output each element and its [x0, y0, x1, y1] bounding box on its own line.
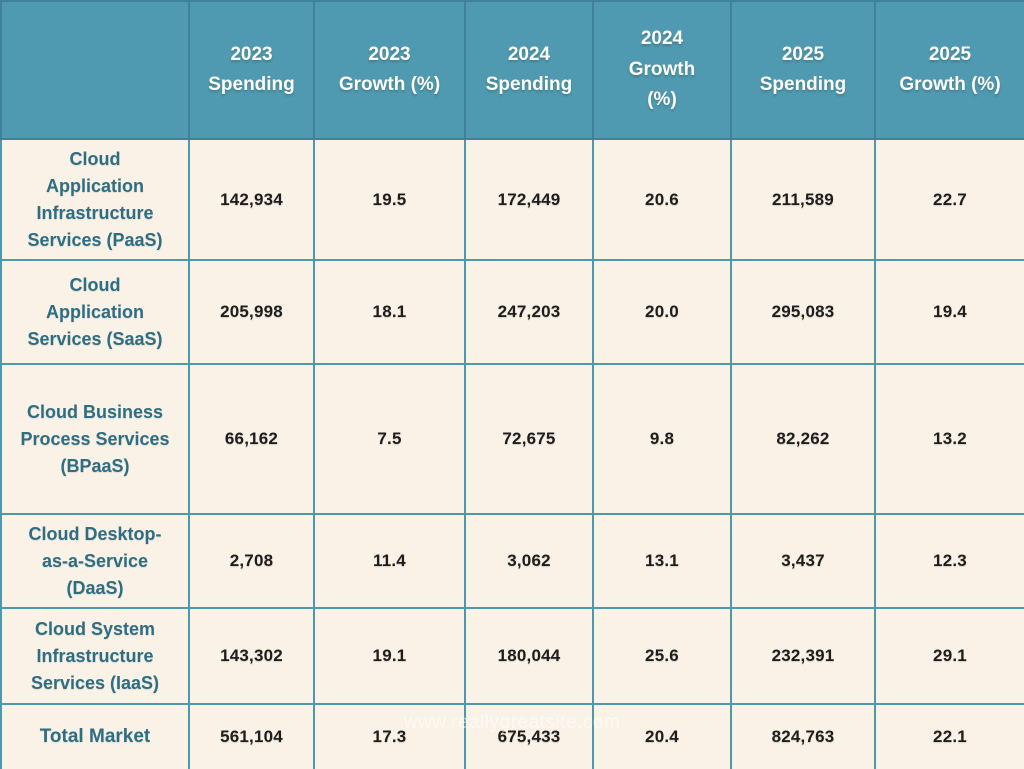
value-cell: 2,708 — [188, 513, 315, 609]
value-cell: 19.5 — [313, 138, 466, 261]
value-cell: 13.1 — [592, 513, 732, 609]
table-row-iaas: Cloud System Infrastructure Services (Ia… — [0, 607, 1024, 705]
corner-cell — [0, 0, 190, 140]
row-label-bpaas: Cloud Business Process Services (BPaaS) — [0, 363, 190, 515]
value-cell: 7.5 — [313, 363, 466, 515]
table-row-paas: Cloud Application Infrastructure Service… — [0, 138, 1024, 261]
value-cell: 3,062 — [464, 513, 594, 609]
value-cell: 22.7 — [874, 138, 1024, 261]
table-row-total-market: Total Market 561,104 17.3 675,433 20.4 8… — [0, 703, 1024, 769]
header-row: 2023 Spending 2023 Growth (%) 2024 Spend… — [0, 0, 1024, 140]
col-header-2023-spending: 2023 Spending — [188, 0, 315, 140]
row-label-paas: Cloud Application Infrastructure Service… — [0, 138, 190, 261]
value-cell: 66,162 — [188, 363, 315, 515]
value-cell: 247,203 — [464, 259, 594, 365]
col-header-2025-growth: 2025 Growth (%) — [874, 0, 1024, 140]
value-cell: 180,044 — [464, 607, 594, 705]
value-cell: 172,449 — [464, 138, 594, 261]
value-cell: 295,083 — [730, 259, 876, 365]
value-cell: 824,763 — [730, 703, 876, 769]
value-cell: 20.0 — [592, 259, 732, 365]
value-cell: 11.4 — [313, 513, 466, 609]
table-row-daas: Cloud Desktop- as-a-Service (DaaS) 2,708… — [0, 513, 1024, 609]
value-cell: 25.6 — [592, 607, 732, 705]
value-cell: 72,675 — [464, 363, 594, 515]
value-cell: 18.1 — [313, 259, 466, 365]
value-cell: 3,437 — [730, 513, 876, 609]
col-header-2023-growth: 2023 Growth (%) — [313, 0, 466, 140]
table-row-bpaas: Cloud Business Process Services (BPaaS) … — [0, 363, 1024, 515]
value-cell: 20.4 — [592, 703, 732, 769]
value-cell: 9.8 — [592, 363, 732, 515]
col-header-2024-growth: 2024 Growth (%) — [592, 0, 732, 140]
row-label-total-market: Total Market — [0, 703, 190, 769]
value-cell: 143,302 — [188, 607, 315, 705]
value-cell: 17.3 — [313, 703, 466, 769]
value-cell: 29.1 — [874, 607, 1024, 705]
row-label-saas: Cloud Application Services (SaaS) — [0, 259, 190, 365]
value-cell: 82,262 — [730, 363, 876, 515]
row-label-iaas: Cloud System Infrastructure Services (Ia… — [0, 607, 190, 705]
value-cell: 211,589 — [730, 138, 876, 261]
value-cell: 12.3 — [874, 513, 1024, 609]
value-cell: 13.2 — [874, 363, 1024, 515]
value-cell: 19.1 — [313, 607, 466, 705]
value-cell: 561,104 — [188, 703, 315, 769]
row-label-daas: Cloud Desktop- as-a-Service (DaaS) — [0, 513, 190, 609]
table-row-saas: Cloud Application Services (SaaS) 205,99… — [0, 259, 1024, 365]
value-cell: 19.4 — [874, 259, 1024, 365]
col-header-2024-spending: 2024 Spending — [464, 0, 594, 140]
value-cell: 205,998 — [188, 259, 315, 365]
value-cell: 232,391 — [730, 607, 876, 705]
value-cell: 20.6 — [592, 138, 732, 261]
col-header-2025-spending: 2025 Spending — [730, 0, 876, 140]
value-cell: 675,433 — [464, 703, 594, 769]
value-cell: 22.1 — [874, 703, 1024, 769]
value-cell: 142,934 — [188, 138, 315, 261]
